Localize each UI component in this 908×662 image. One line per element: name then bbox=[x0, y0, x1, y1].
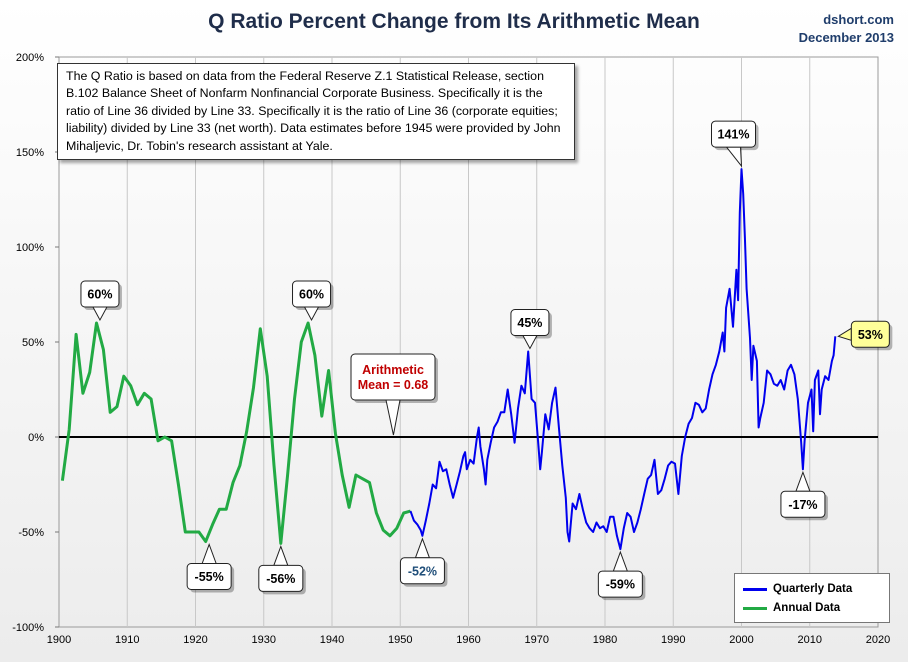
annotation-callout: 60% bbox=[80, 280, 122, 322]
callout-box bbox=[80, 280, 120, 308]
callout-label: Mean = 0.68 bbox=[358, 378, 429, 392]
x-tick-label: 1990 bbox=[661, 634, 685, 646]
annotation-callout: -55% bbox=[186, 543, 235, 593]
x-tick-label: 2010 bbox=[798, 634, 822, 646]
y-tick-label: -100% bbox=[12, 622, 44, 634]
legend-item-annual: Annual Data bbox=[743, 601, 840, 615]
quarterly-series-line bbox=[409, 168, 837, 551]
credit-site: dshort.com bbox=[823, 12, 894, 27]
callout-box bbox=[510, 309, 550, 336]
callout-box bbox=[850, 320, 890, 348]
legend-swatch-quarterly bbox=[743, 587, 767, 591]
annotation-callout: 45% bbox=[510, 309, 552, 350]
callout-pointer bbox=[795, 470, 811, 492]
callout-pointer bbox=[273, 544, 289, 566]
callout-label: -17% bbox=[788, 498, 817, 512]
callout-box bbox=[399, 557, 445, 585]
y-tick-label: -50% bbox=[18, 527, 44, 539]
callout-pointer bbox=[201, 543, 217, 564]
callout-box bbox=[350, 353, 436, 401]
callout-label: -56% bbox=[266, 572, 295, 586]
y-tick-label: 200% bbox=[16, 52, 44, 64]
callout-box bbox=[711, 120, 756, 148]
callout-label: 60% bbox=[299, 288, 324, 302]
callout-box bbox=[258, 564, 304, 592]
callout-pointer bbox=[725, 146, 743, 168]
legend-label-annual: Annual Data bbox=[773, 602, 841, 614]
x-tick-label: 1970 bbox=[525, 634, 549, 646]
x-tick-label: 2020 bbox=[866, 634, 890, 646]
x-tick-label: 1900 bbox=[47, 634, 71, 646]
legend-swatch-annual bbox=[743, 606, 767, 610]
annotation-callout: -52% bbox=[399, 537, 448, 587]
annotation-callout: 53% bbox=[837, 320, 893, 351]
callout-label: -59% bbox=[606, 578, 635, 592]
callout-label: Arithmetic bbox=[362, 363, 424, 377]
callout-pointer bbox=[385, 399, 401, 436]
callout-box bbox=[292, 280, 332, 308]
chart-title: Q Ratio Percent Change from Its Arithmet… bbox=[208, 10, 700, 33]
x-tick-label: 1960 bbox=[456, 634, 480, 646]
x-tick-label: 1950 bbox=[388, 634, 412, 646]
annotation-callout: -56% bbox=[258, 544, 306, 595]
y-tick-label: 150% bbox=[16, 147, 44, 159]
callout-pointer bbox=[414, 537, 431, 559]
callout-label: 60% bbox=[87, 288, 112, 302]
legend-item-quarterly: Quarterly Data bbox=[743, 582, 852, 596]
y-tick-label: 50% bbox=[22, 337, 44, 349]
legend-label-quarterly: Quarterly Data bbox=[773, 583, 853, 595]
callout-pointer bbox=[522, 335, 538, 350]
callout-pointer bbox=[612, 550, 629, 572]
x-tick-label: 1980 bbox=[593, 634, 617, 646]
legend: Quarterly Data Annual Data bbox=[734, 573, 890, 623]
annotation-callout: 141% bbox=[711, 120, 759, 168]
callout-label: 45% bbox=[517, 316, 542, 330]
y-tick-label: 100% bbox=[16, 242, 44, 254]
x-tick-label: 1930 bbox=[252, 634, 276, 646]
callout-pointer bbox=[92, 306, 108, 322]
x-tick-label: 1910 bbox=[115, 634, 139, 646]
x-tick-label: 2000 bbox=[729, 634, 753, 646]
annotation-callout: -59% bbox=[597, 550, 646, 601]
source-note: The Q Ratio is based on data from the Fe… bbox=[57, 63, 575, 161]
callout-label: 53% bbox=[858, 328, 883, 342]
annotation-callout: -17% bbox=[780, 470, 828, 521]
callout-box bbox=[780, 490, 826, 518]
callout-label: 141% bbox=[718, 128, 750, 142]
credit-date: December 2013 bbox=[798, 30, 894, 45]
callout-box bbox=[597, 570, 643, 598]
callout-pointer bbox=[837, 327, 852, 341]
callout-label: -55% bbox=[195, 570, 224, 584]
annual-series-line bbox=[60, 321, 411, 545]
x-tick-label: 1940 bbox=[320, 634, 344, 646]
callout-box bbox=[186, 563, 232, 590]
callout-pointer bbox=[303, 306, 320, 322]
x-tick-label: 1920 bbox=[183, 634, 207, 646]
y-tick-label: 0% bbox=[28, 432, 44, 444]
annotation-callout: 60% bbox=[292, 280, 334, 322]
callout-label: -52% bbox=[408, 564, 437, 578]
